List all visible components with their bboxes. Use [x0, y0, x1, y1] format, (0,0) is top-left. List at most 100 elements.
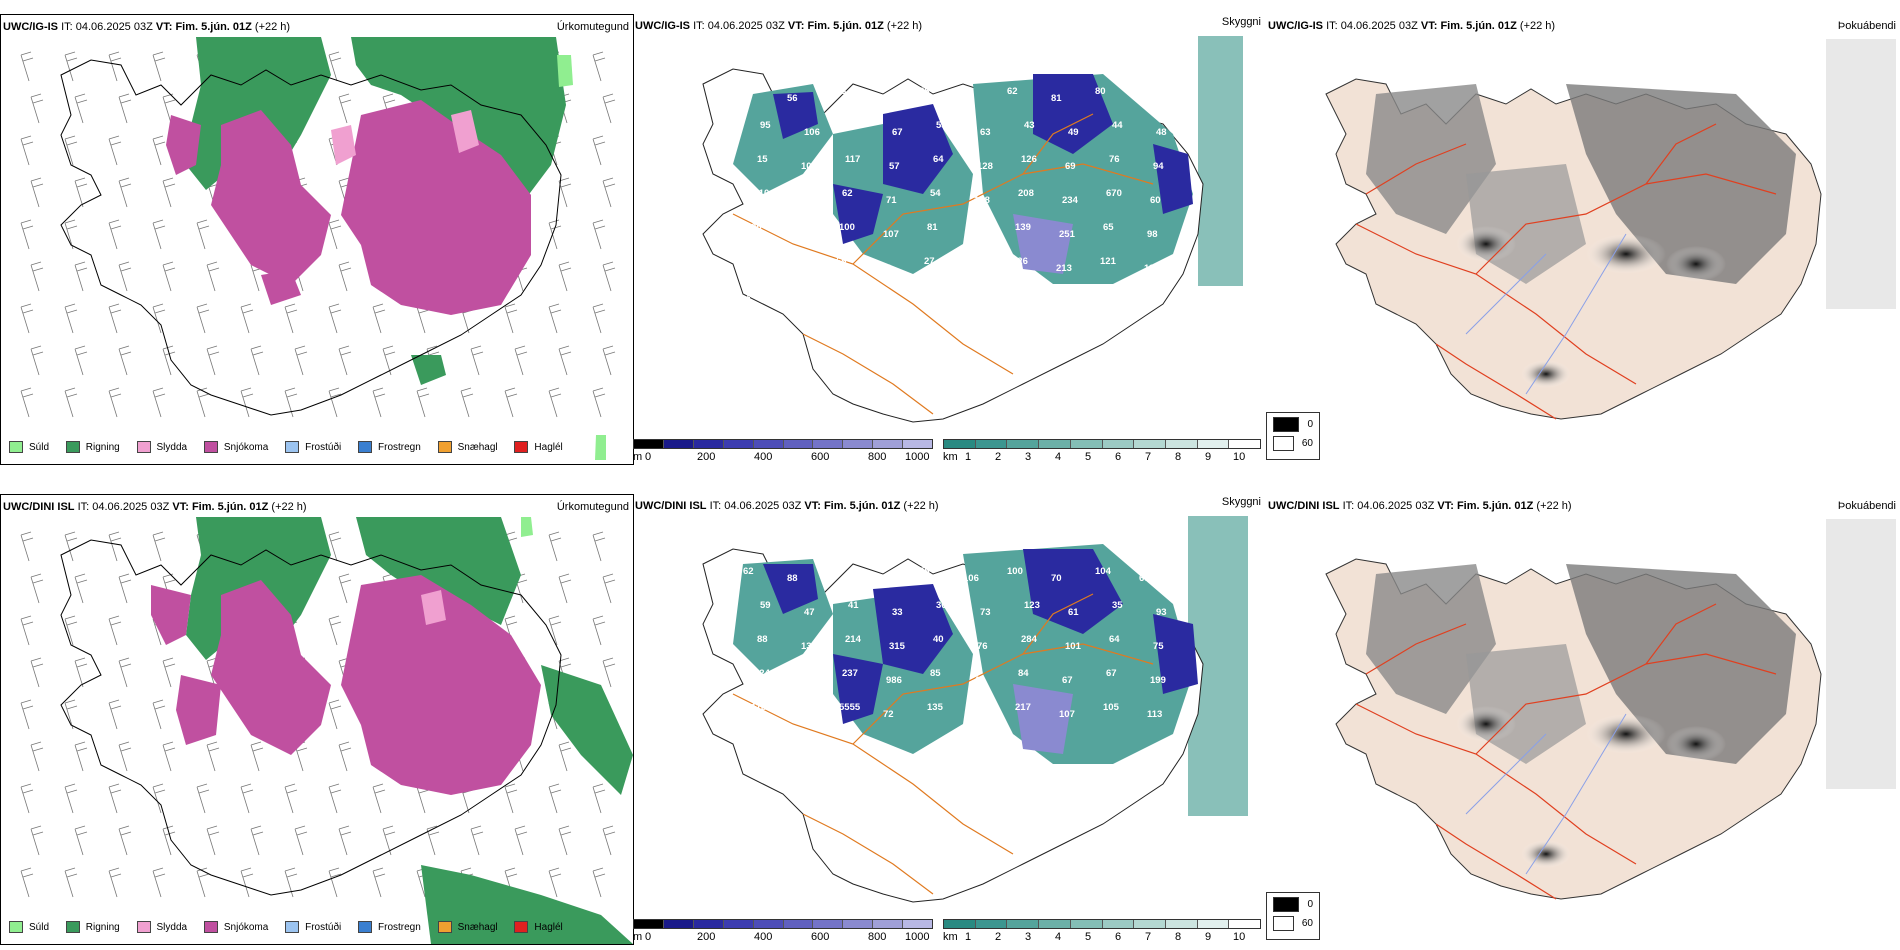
- legend-swatch: [358, 921, 373, 933]
- visibility-value-label: 214: [845, 634, 862, 645]
- visibility-colorbar-cells: [943, 439, 1261, 449]
- wind-barb: [328, 867, 342, 898]
- visibility-labels: 63 56 113 63 88 80 62 81 80 91 95 106 68 67 53 63 43 49 44…: [743, 86, 1167, 308]
- wind-barb: [328, 219, 342, 250]
- visibility-value-label: 72: [883, 709, 894, 720]
- colorbar-cell: [944, 920, 976, 928]
- sleet-area: [421, 590, 446, 625]
- legend-item: Frostúði: [285, 441, 341, 453]
- wind-barb: [20, 531, 34, 562]
- wind-barb: [64, 51, 78, 82]
- snow-area: [211, 580, 331, 755]
- visibility-value-label: 84: [1018, 668, 1029, 679]
- colorbar-tick: 0: [645, 451, 652, 463]
- drizzle-area: [557, 55, 573, 87]
- visibility-value-label: 10: [745, 290, 756, 301]
- colorbar-tick: 1000: [905, 931, 930, 943]
- fog-core: [1586, 234, 1666, 274]
- wind-barb: [548, 219, 562, 250]
- legend-swatch: [65, 441, 80, 453]
- visibility-value-label: 126: [1021, 154, 1037, 165]
- height-area: [883, 104, 953, 194]
- legend-item: Snjókoma: [203, 921, 268, 933]
- visibility-value-label: 106: [801, 161, 817, 172]
- visibility-value-label: 104: [1095, 566, 1112, 577]
- visibility-value-label: 107: [883, 229, 899, 240]
- legend-swatch: [285, 921, 300, 933]
- product-label: Úrkomutegund: [556, 501, 629, 513]
- visibility-value-label: 63: [980, 127, 991, 138]
- fog-index-legend: 0 60: [1266, 412, 1320, 460]
- wind-barb: [162, 93, 176, 124]
- colorbar-cell: [813, 440, 844, 448]
- wind-barb: [338, 825, 352, 856]
- fog-index-panel-top: UWC/IG-IS IT: 04.06.2025 03Z VT: Fim. 5.…: [1266, 14, 1900, 463]
- visibility-value-label: 315: [889, 641, 906, 652]
- product-label: Þokuábendi: [1837, 20, 1896, 32]
- wind-barb: [64, 219, 78, 250]
- visibility-value-label: 81: [927, 222, 938, 233]
- colorbar-cell: [903, 920, 933, 928]
- height-area: [763, 564, 818, 614]
- colorbar-tick: 2: [995, 931, 1002, 943]
- wind-barb: [162, 825, 176, 856]
- visibility-value-label: 199: [1150, 675, 1166, 686]
- wind-barb: [64, 783, 78, 814]
- colorbar-cell: [783, 920, 814, 928]
- colorbar-cell: [944, 440, 976, 448]
- wind-barb: [426, 825, 440, 856]
- wind-barb: [514, 825, 528, 856]
- panel-title: UWC/IG-IS IT: 04.06.2025 03Z VT: Fim. 5.…: [635, 20, 923, 32]
- wind-barb: [30, 825, 44, 856]
- wind-barb: [162, 345, 176, 376]
- visibility-value-label: 106: [963, 573, 979, 584]
- wind-barb: [338, 261, 352, 292]
- visibility-value-label: 81: [1051, 93, 1062, 104]
- visibility-value-label: 107: [1059, 709, 1075, 720]
- wind-barb: [206, 345, 220, 376]
- wind-barb: [108, 387, 122, 418]
- precip-map: [20, 37, 616, 460]
- visibility-value-label: 165: [971, 229, 988, 240]
- visibility-value-label: 130: [801, 641, 817, 652]
- wind-barb: [74, 261, 88, 292]
- visibility-value-label: 117: [845, 154, 860, 165]
- visibility-value-label: 35: [1112, 600, 1123, 611]
- wind-barb: [240, 303, 254, 334]
- visibility-value-label: 47: [804, 607, 815, 618]
- wind-barb: [558, 345, 572, 376]
- height-colorbar-cells: [633, 439, 933, 449]
- wind-barb: [548, 867, 562, 898]
- colorbar-tick: 200: [697, 451, 716, 463]
- visibility-value-label: 53: [936, 120, 947, 131]
- wind-barb: [196, 867, 210, 898]
- visibility-value-label: 213: [798, 675, 814, 686]
- legend-item: Snæhagl: [437, 921, 498, 933]
- height-area: [1013, 214, 1073, 274]
- legend-swatch: [136, 441, 151, 453]
- visibility-value-label: 148: [974, 195, 990, 206]
- wind-barb: [338, 345, 352, 376]
- product-label: Úrkomutegund: [556, 21, 629, 33]
- visibility-value-label: 43: [1024, 120, 1035, 131]
- visibility-value-label: 44: [1112, 120, 1123, 131]
- visibility-value-label: 64: [1109, 634, 1120, 645]
- fog-core: [1521, 360, 1571, 388]
- visibility-value-label: 135: [927, 702, 944, 713]
- colorbar-tick: 7: [1145, 931, 1152, 943]
- wind-barb: [196, 219, 210, 250]
- wind-barb: [152, 783, 166, 814]
- wind-barb: [196, 783, 210, 814]
- visibility-value-label: 139: [1015, 222, 1031, 233]
- precip-type-legend: Súld Rigning Slydda Snjókoma Frostúði Fr…: [9, 441, 577, 456]
- wind-barb: [372, 387, 386, 418]
- visibility-value-label: 105: [1103, 702, 1120, 713]
- wind-barb: [592, 783, 606, 814]
- colorbar-cell: [1102, 920, 1135, 928]
- wind-barb: [118, 741, 132, 772]
- wind-barb: [152, 303, 166, 334]
- visibility-value-label: 100: [1007, 566, 1023, 577]
- visibility-value-label: 77: [831, 566, 842, 577]
- wind-barb: [64, 135, 78, 166]
- wind-barb: [118, 261, 132, 292]
